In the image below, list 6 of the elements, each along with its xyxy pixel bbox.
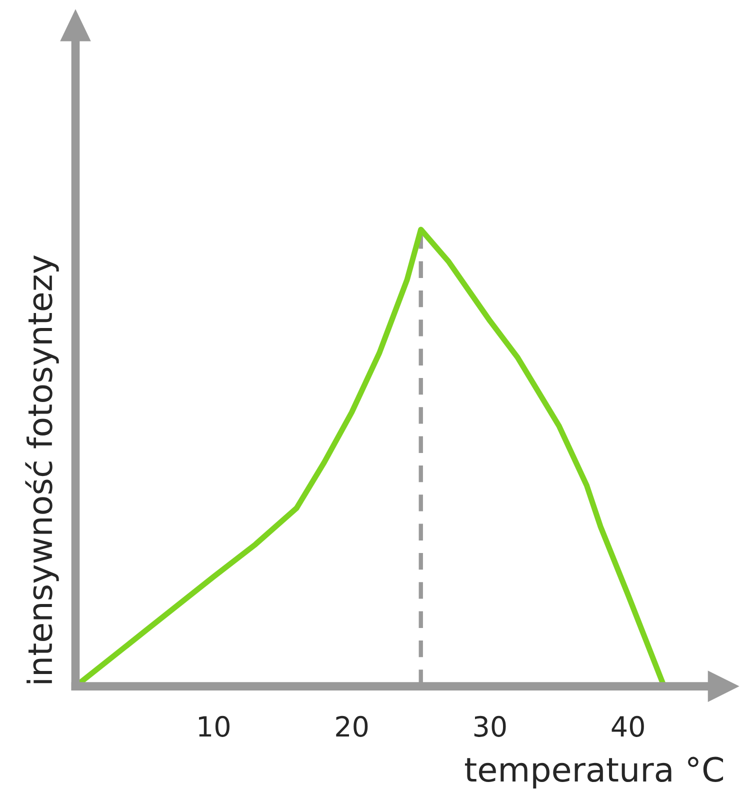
x-tick-label: 40 — [612, 716, 644, 737]
x-tick-label: 20 — [336, 716, 368, 737]
x-tick-label: 30 — [474, 716, 506, 737]
y-axis-title: intensywność fotosyntezy — [25, 255, 59, 684]
x-axis-title: temperatura °C — [464, 756, 723, 788]
x-tick-label: 10 — [199, 716, 230, 737]
